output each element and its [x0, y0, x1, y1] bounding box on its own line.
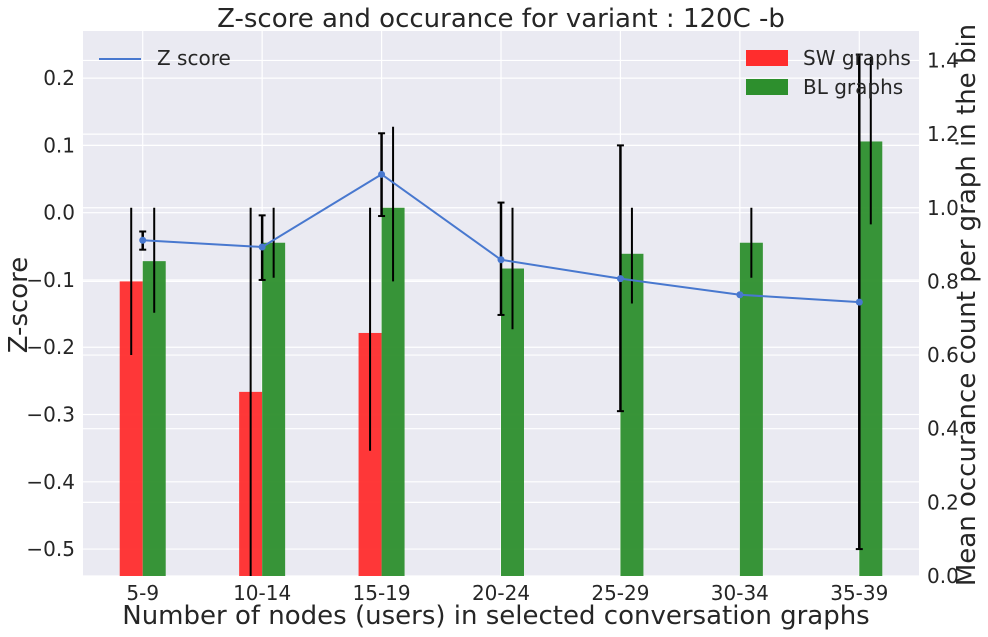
bar-bl: [142, 261, 166, 576]
x-tick-label: 15-19: [353, 581, 411, 605]
x-tick-label: 10-14: [233, 581, 291, 605]
x-tick-label: 30-34: [711, 581, 769, 605]
right-tick-label: 1.2: [927, 122, 959, 146]
left-tick-label: −0.3: [26, 403, 75, 427]
z-score-point: [139, 236, 147, 244]
legend-left: Z score: [99, 46, 231, 70]
left-tick-label: −0.5: [26, 537, 75, 561]
legend-label-sw: SW graphs: [803, 46, 911, 70]
right-tick-label: 0.4: [927, 417, 959, 441]
bar-sw: [358, 332, 382, 576]
bar-sw: [119, 281, 143, 576]
bar-bl: [739, 242, 763, 576]
chart-title: Z-score and occurance for variant : 120C…: [217, 4, 785, 34]
left-axis-ticks: 0.2 0.1 0.0 −0.1 −0.2 −0.3 −0.4 −0.5: [26, 66, 75, 561]
legend-label-bl: BL graphs: [803, 75, 903, 99]
z-score-point: [855, 298, 863, 306]
x-tick-label: 25-29: [591, 581, 649, 605]
bar-bl: [620, 253, 644, 576]
z-score-line-layer: [139, 170, 863, 306]
bars-layer: [119, 141, 883, 577]
right-tick-label: 0.0: [927, 564, 959, 588]
z-score-point: [378, 170, 386, 178]
bar-bl: [381, 207, 405, 576]
right-axis-ticks: 0.0 0.2 0.4 0.6 0.8 1.0 1.2 1.4: [927, 48, 959, 588]
z-score-point: [258, 243, 266, 251]
legend-label-z-score: Z score: [157, 46, 231, 70]
left-y-axis-label: Z-score: [4, 257, 34, 354]
x-tick-label: 20-24: [472, 581, 530, 605]
legend-swatch-bl: [746, 79, 788, 95]
left-tick-label: −0.1: [26, 268, 75, 292]
z-score-point: [736, 291, 744, 299]
left-tick-label: −0.2: [26, 335, 75, 359]
z-score-point: [616, 275, 624, 283]
right-y-axis-label: Mean occurance count per graph in the bi…: [952, 24, 982, 586]
bar-bl: [262, 242, 286, 576]
bar-bl: [501, 268, 524, 576]
left-tick-label: 0.0: [43, 201, 75, 225]
x-axis-ticks: 5-9 10-14 15-19 20-24 25-29 30-34 35-39: [126, 581, 888, 605]
left-tick-label: 0.2: [43, 66, 75, 90]
bar-bl: [859, 141, 883, 577]
x-tick-label: 5-9: [126, 581, 159, 605]
right-tick-label: 1.0: [927, 196, 959, 220]
right-tick-label: 1.4: [927, 48, 959, 72]
left-tick-label: −0.4: [26, 470, 75, 494]
legend-right: SW graphs BL graphs: [746, 46, 911, 99]
z-score-point: [497, 256, 505, 264]
right-tick-label: 0.2: [927, 490, 959, 514]
left-tick-label: 0.1: [43, 133, 75, 157]
x-axis-label: Number of nodes (users) in selected conv…: [122, 601, 869, 631]
legend-swatch-sw: [746, 50, 788, 66]
right-tick-label: 0.8: [927, 269, 959, 293]
right-tick-label: 0.6: [927, 343, 959, 367]
x-tick-label: 35-39: [830, 581, 888, 605]
